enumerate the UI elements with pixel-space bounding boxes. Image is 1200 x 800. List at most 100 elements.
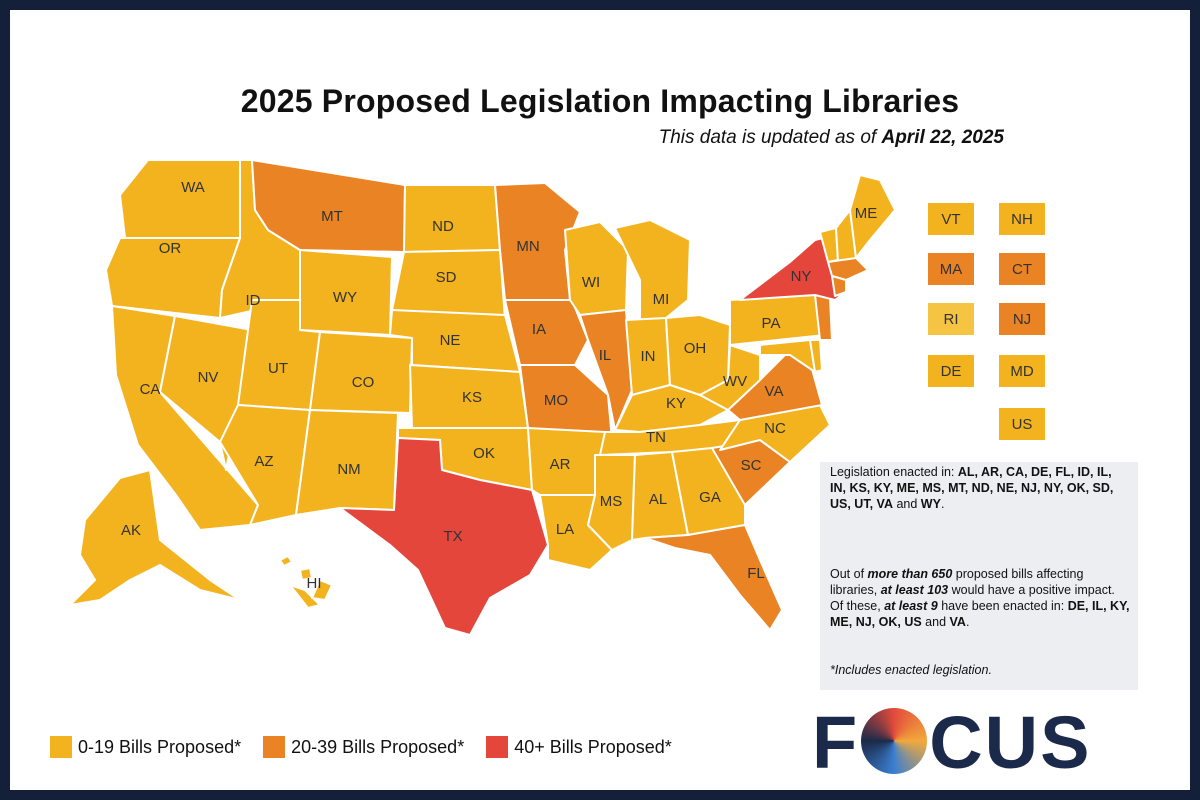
small-state-nh[interactable]: NH bbox=[999, 203, 1045, 235]
legend-item-1: 0-19 Bills Proposed* bbox=[50, 736, 241, 758]
label-ND: ND bbox=[432, 218, 454, 235]
label-OR: OR bbox=[159, 240, 182, 257]
label-WI: WI bbox=[582, 274, 600, 291]
enacted-and: and bbox=[892, 497, 921, 511]
label-PA: PA bbox=[762, 315, 781, 332]
map-title: 2025 Proposed Legislation Impacting Libr… bbox=[240, 83, 960, 119]
p2-g: have been enacted in: bbox=[937, 599, 1068, 613]
small-state-ct[interactable]: CT bbox=[999, 253, 1045, 285]
label-HI: HI bbox=[307, 575, 322, 592]
lion-o-icon bbox=[861, 708, 928, 774]
p2-d: at least 103 bbox=[880, 583, 949, 597]
legend-swatch bbox=[486, 736, 509, 758]
p2-list: DE, IL, KY, ME, NJ, OK, US bbox=[830, 599, 1130, 629]
map-subtitle: This data is updated as of April 22, 202… bbox=[659, 127, 1004, 149]
state-MA[interactable] bbox=[827, 257, 869, 281]
p2-and: and bbox=[921, 615, 950, 629]
legend-label: 20-39 Bills Proposed* bbox=[291, 736, 465, 757]
label-CO: CO bbox=[352, 374, 375, 391]
state-HI[interactable] bbox=[279, 555, 333, 609]
focus-logo: F CUS bbox=[812, 700, 1091, 785]
state-ME[interactable] bbox=[849, 174, 896, 259]
label-TN: TN bbox=[646, 429, 666, 446]
label-TX: TX bbox=[443, 528, 462, 545]
label-AZ: AZ bbox=[254, 453, 273, 470]
label-UT: UT bbox=[268, 360, 288, 377]
small-state-md[interactable]: MD bbox=[999, 355, 1045, 387]
positive-paragraph: Out of more than 650 proposed bills affe… bbox=[830, 567, 1130, 629]
label-IN: IN bbox=[641, 348, 656, 365]
enacted-intro: Legislation enacted in: bbox=[830, 465, 958, 479]
label-NC: NC bbox=[764, 420, 786, 437]
subtitle-date: April 22, 2025 bbox=[881, 127, 1004, 148]
label-MT: MT bbox=[321, 208, 343, 225]
label-MN: MN bbox=[516, 238, 539, 255]
legend-item-2: 20-39 Bills Proposed* bbox=[263, 736, 464, 758]
label-KY: KY bbox=[666, 395, 686, 412]
state-CT[interactable] bbox=[831, 275, 847, 297]
label-CA: CA bbox=[140, 381, 161, 398]
label-OH: OH bbox=[684, 340, 707, 357]
logo-f: F bbox=[812, 701, 860, 784]
small-state-vt[interactable]: VT bbox=[928, 203, 974, 235]
legend-label: 40+ Bills Proposed* bbox=[514, 736, 672, 757]
label-MO: MO bbox=[544, 392, 568, 409]
label-VA: VA bbox=[765, 383, 784, 400]
state-MI[interactable] bbox=[614, 219, 691, 321]
label-NE: NE bbox=[440, 332, 461, 349]
small-state-nj[interactable]: NJ bbox=[999, 303, 1045, 335]
subtitle-prefix: This data is updated as of bbox=[658, 127, 882, 148]
small-state-ri[interactable]: RI bbox=[928, 303, 974, 335]
enacted-last: WY bbox=[920, 497, 941, 511]
label-AR: AR bbox=[550, 456, 571, 473]
p2-a: Out of bbox=[830, 567, 868, 581]
label-MS: MS bbox=[600, 493, 623, 510]
label-AL: AL bbox=[649, 491, 667, 508]
small-state-us[interactable]: US bbox=[999, 408, 1045, 440]
state-FL[interactable] bbox=[644, 524, 783, 631]
legend-label: 0-19 Bills Proposed* bbox=[78, 736, 242, 757]
enacted-list: AL, AR, CA, DE, FL, ID, IL, IN, KS, KY, … bbox=[830, 465, 1114, 511]
label-WY: WY bbox=[333, 289, 357, 306]
legend-item-3: 40+ Bills Proposed* bbox=[486, 736, 672, 758]
label-WA: WA bbox=[181, 179, 205, 196]
label-NM: NM bbox=[337, 461, 360, 478]
state-AK[interactable] bbox=[69, 469, 241, 606]
enacted-paragraph: Legislation enacted in: AL, AR, CA, DE, … bbox=[830, 465, 1114, 511]
label-MI: MI bbox=[653, 291, 670, 308]
label-KS: KS bbox=[462, 389, 482, 406]
state-TX[interactable] bbox=[339, 437, 549, 636]
p2-f: at least 9 bbox=[884, 599, 938, 613]
state-MD[interactable] bbox=[759, 339, 816, 373]
small-state-ma[interactable]: MA bbox=[928, 253, 974, 285]
label-IA: IA bbox=[532, 321, 546, 338]
p2-last: VA bbox=[949, 615, 966, 629]
label-NV: NV bbox=[198, 369, 219, 386]
label-SC: SC bbox=[741, 457, 762, 474]
label-IL: IL bbox=[599, 347, 612, 364]
label-WV: WV bbox=[723, 373, 747, 390]
label-GA: GA bbox=[699, 489, 721, 506]
label-OK: OK bbox=[473, 445, 495, 462]
label-ID: ID bbox=[246, 292, 261, 309]
state-WA[interactable] bbox=[119, 159, 241, 239]
legend-swatch bbox=[50, 736, 72, 758]
map-legend: 0-19 Bills Proposed* 20-39 Bills Proposed… bbox=[50, 736, 694, 758]
label-NY: NY bbox=[791, 268, 812, 285]
state-DE[interactable] bbox=[809, 339, 823, 373]
logo-cus: CUS bbox=[929, 701, 1092, 784]
label-SD: SD bbox=[436, 269, 457, 286]
small-state-de[interactable]: DE bbox=[928, 355, 974, 387]
state-CO[interactable] bbox=[309, 331, 413, 414]
label-ME: ME bbox=[855, 205, 878, 222]
label-LA: LA bbox=[556, 521, 574, 538]
footnote: *Includes enacted legislation. bbox=[830, 663, 992, 677]
label-AK: AK bbox=[121, 522, 141, 539]
p2-c: proposed bills affecting libraries, bbox=[830, 567, 1084, 597]
info-box: Legislation enacted in: AL, AR, CA, DE, … bbox=[820, 462, 1138, 690]
label-FL: FL bbox=[747, 565, 765, 582]
state-IA[interactable] bbox=[504, 299, 589, 366]
legend-swatch bbox=[263, 736, 286, 758]
p2-e: would have a positive impact. Of these, bbox=[830, 583, 1115, 613]
